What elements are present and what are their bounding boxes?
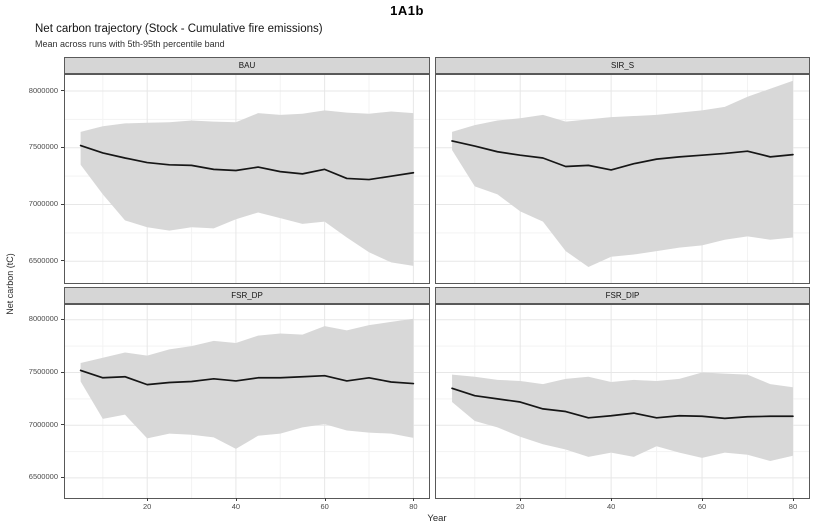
y-axis-tick [61, 318, 64, 320]
facet-panel-sir-s [435, 74, 810, 284]
y-tick-label: 6500000 [28, 255, 58, 265]
facet-strip-sir-s: SIR_S [435, 57, 810, 74]
x-tick-label: 20 [143, 502, 152, 511]
facet-strip-fsr-dip: FSR_DIP [435, 287, 810, 304]
percentile-band [452, 80, 793, 267]
y-tick-label: 8000000 [28, 85, 58, 95]
x-tick-label: 60 [320, 502, 329, 511]
x-tick-label: 80 [788, 502, 798, 511]
facet-fsr-dp: FSR_DP [64, 287, 430, 499]
x-axis-title: Year [427, 513, 447, 524]
facet-sir-s: SIR_S [435, 57, 810, 284]
facet-fsr-dip: FSR_DIP [435, 287, 810, 499]
mean-line [79, 369, 415, 386]
y-axis-tick [61, 146, 64, 148]
facet-panel-bau [64, 74, 430, 284]
chart-title: Net carbon trajectory (Stock - Cumulativ… [35, 23, 323, 35]
x-axis-tick [702, 498, 704, 501]
y-tick-label: 7500000 [28, 142, 58, 152]
x-tick-label: 60 [697, 502, 707, 511]
y-axis-tick [61, 371, 64, 373]
percentile-band [80, 318, 414, 449]
facet-chart-bau [64, 74, 430, 284]
y-axis-tick [61, 424, 64, 426]
facet-chart-fsr-dp [64, 304, 430, 499]
page-title: 1A1b [390, 3, 424, 18]
y-axis-tick [61, 476, 64, 478]
percentile-band [452, 372, 793, 462]
x-axis-tick [413, 498, 415, 501]
y-tick-label: 6500000 [28, 472, 58, 482]
x-axis-tick [235, 498, 237, 501]
x-axis-tick [147, 498, 149, 501]
facet-panel-fsr-dip [435, 304, 810, 499]
x-tick-label: 80 [409, 502, 418, 511]
x-tick-label: 40 [231, 502, 241, 511]
y-tick-label: 7500000 [28, 367, 58, 376]
x-axis-tick [792, 498, 794, 501]
y-axis-tick [61, 203, 64, 205]
y-tick-label: 7000000 [28, 419, 58, 429]
chart-subtitle: Mean across runs with 5th-95th percentil… [35, 39, 225, 49]
facet-panel-fsr-dp [64, 304, 430, 499]
percentile-band [80, 110, 414, 266]
y-tick-label: 8000000 [28, 314, 58, 324]
mean-line [79, 144, 415, 181]
facet-chart-fsr-dip [435, 304, 810, 499]
x-axis-tick [324, 498, 326, 501]
mean-line [451, 387, 794, 420]
x-tick-label: 20 [516, 502, 525, 511]
facet-bau: BAU [64, 57, 430, 284]
facet-grid: BAU SIR_S FSR_DP FSR_DIP [64, 57, 810, 499]
x-axis-tick [611, 498, 613, 501]
x-axis-tick [520, 498, 522, 501]
y-axis-tick [61, 90, 64, 92]
y-tick-label: 7000000 [28, 199, 58, 209]
mean-line [451, 140, 794, 171]
y-axis-title: Net carbon (tC) [5, 253, 15, 315]
y-axis-tick [61, 260, 64, 262]
facet-chart-sir-s [435, 74, 810, 284]
x-tick-label: 40 [606, 502, 616, 511]
facet-strip-fsr-dp: FSR_DP [64, 287, 430, 304]
facet-strip-bau: BAU [64, 57, 430, 74]
